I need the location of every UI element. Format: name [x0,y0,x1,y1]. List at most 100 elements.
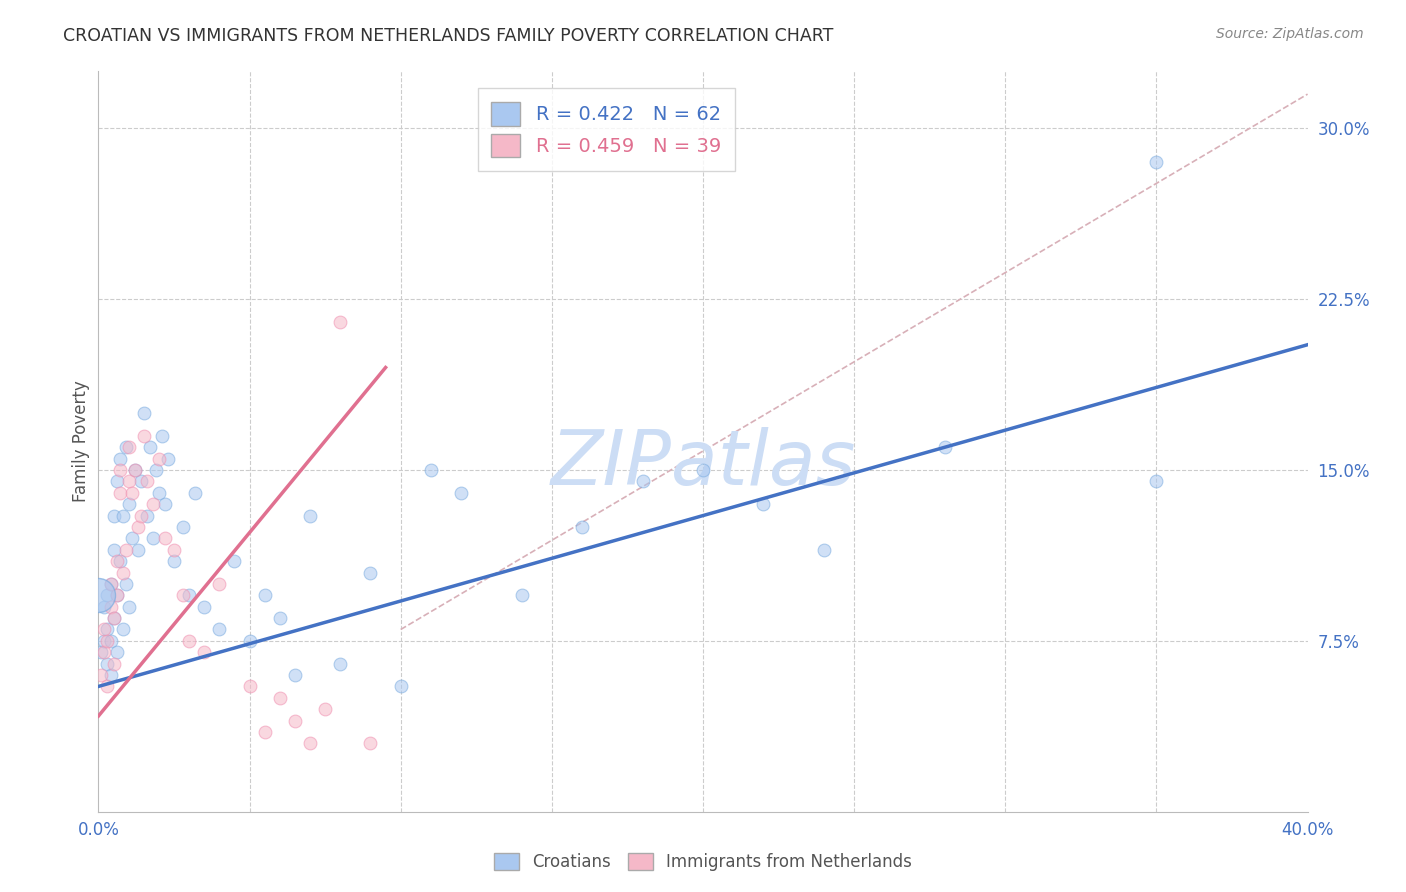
Point [172,588,194,602]
Point [121,532,143,546]
Point [934,440,956,454]
Point [299,736,322,750]
Point [184,485,207,500]
Point [389,680,412,694]
Point [103,611,125,625]
Point [96,623,118,637]
Point [114,577,136,591]
Point [156,451,179,466]
Point [93,633,115,648]
Point [224,554,246,568]
Point [1144,155,1167,169]
Point [103,508,125,523]
Text: ZIPatlas: ZIPatlas [550,426,856,500]
Point [153,497,176,511]
Text: Source: ZipAtlas.com: Source: ZipAtlas.com [1216,27,1364,41]
Point [118,599,141,614]
Point [208,623,231,637]
Point [193,599,215,614]
Point [127,542,149,557]
Point [114,542,136,557]
Point [179,588,201,602]
Point [93,599,115,614]
Point [114,440,136,454]
Point [127,520,149,534]
Point [163,554,186,568]
Point [96,588,118,602]
Point [1144,475,1167,489]
Point [124,463,146,477]
Point [752,497,775,511]
Point [314,702,336,716]
Point [118,440,141,454]
Point [111,623,134,637]
Point [111,508,134,523]
Point [253,588,276,602]
Point [124,463,146,477]
Point [148,485,170,500]
Point [253,725,276,739]
Point [284,668,307,682]
Point [103,657,125,671]
Point [100,633,122,648]
Point [108,554,131,568]
Y-axis label: Family Poverty: Family Poverty [72,381,90,502]
Point [100,599,122,614]
Point [96,680,118,694]
Point [813,542,835,557]
Point [142,532,165,546]
Point [118,475,141,489]
Point [360,736,382,750]
Point [108,451,131,466]
Point [239,633,262,648]
Point [135,508,157,523]
Point [100,577,122,591]
Point [360,566,382,580]
Point [239,680,262,694]
Point [90,645,112,659]
Point [132,406,155,420]
Point [148,451,170,466]
Point [105,645,128,659]
Point [172,520,194,534]
Legend: R = 0.422   N = 62, R = 0.459   N = 39: R = 0.422 N = 62, R = 0.459 N = 39 [478,88,735,171]
Point [329,657,352,671]
Point [510,588,533,602]
Text: CROATIAN VS IMMIGRANTS FROM NETHERLANDS FAMILY POVERTY CORRELATION CHART: CROATIAN VS IMMIGRANTS FROM NETHERLANDS … [63,27,834,45]
Point [692,463,714,477]
Point [105,475,128,489]
Point [96,633,118,648]
Point [179,633,201,648]
Point [105,588,128,602]
Point [571,520,593,534]
Point [100,668,122,682]
Point [193,645,215,659]
Point [299,508,322,523]
Point [631,475,654,489]
Point [108,485,131,500]
Point [93,623,115,637]
Point [208,577,231,591]
Point [121,485,143,500]
Point [100,577,122,591]
Point [90,668,112,682]
Point [93,645,115,659]
Point [111,566,134,580]
Point [103,611,125,625]
Point [129,508,152,523]
Point [142,497,165,511]
Point [420,463,443,477]
Point [269,690,291,705]
Point [284,714,307,728]
Point [105,588,128,602]
Point [103,542,125,557]
Point [105,554,128,568]
Point [163,542,186,557]
Point [96,657,118,671]
Point [135,475,157,489]
Point [153,532,176,546]
Point [145,463,167,477]
Point [108,463,131,477]
Point [269,611,291,625]
Point [329,315,352,329]
